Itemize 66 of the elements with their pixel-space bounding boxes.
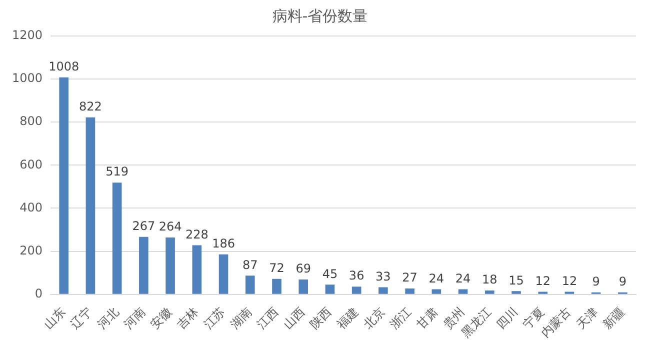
y-tick-label: 1200 xyxy=(12,28,43,42)
x-tick-label: 福建 xyxy=(334,304,361,332)
bar xyxy=(432,289,442,294)
data-label: 9 xyxy=(592,274,600,289)
bar xyxy=(405,288,414,294)
y-tick-label: 800 xyxy=(20,114,43,128)
data-label: 69 xyxy=(296,262,311,276)
data-label: 24 xyxy=(455,271,471,286)
x-tick-label: 北京 xyxy=(360,304,388,332)
bar xyxy=(112,182,122,294)
bar xyxy=(166,238,175,294)
y-tick-label: 600 xyxy=(20,157,43,172)
data-label: 9 xyxy=(618,274,627,289)
x-tick-label: 湖南 xyxy=(228,304,254,332)
x-tick-label: 辽宁 xyxy=(68,304,95,332)
data-label: 87 xyxy=(242,258,258,272)
x-tick-label: 新疆 xyxy=(600,304,628,332)
x-tick-label: 河北 xyxy=(94,304,122,332)
bar xyxy=(59,77,68,294)
x-tick-label: 河南 xyxy=(121,304,148,332)
data-label: 45 xyxy=(322,266,338,281)
bar xyxy=(378,287,388,294)
bar xyxy=(192,245,202,294)
bar xyxy=(218,254,228,294)
data-label: 24 xyxy=(428,271,444,286)
bar xyxy=(86,117,96,294)
data-label: 33 xyxy=(376,269,391,284)
x-tick-label: 浙江 xyxy=(387,304,414,332)
x-tick-label: 江苏 xyxy=(200,304,228,332)
y-tick-label: 0 xyxy=(34,286,43,300)
data-label: 519 xyxy=(106,164,129,179)
data-label: 12 xyxy=(535,274,550,288)
data-label: 27 xyxy=(402,270,418,285)
x-tick-label: 四川 xyxy=(494,304,521,332)
data-label: 18 xyxy=(482,272,498,287)
x-tick-label: 山东 xyxy=(41,304,68,332)
bar xyxy=(272,278,282,294)
x-tick-label: 天津 xyxy=(574,304,600,332)
x-tick-label: 山西 xyxy=(280,304,308,332)
chart-title: 病料-省份数量 xyxy=(272,6,368,25)
x-tick-label: 江西 xyxy=(254,304,282,332)
bar xyxy=(512,291,521,294)
data-label: 15 xyxy=(508,273,524,288)
y-tick-label: 400 xyxy=(20,200,43,214)
data-label: 228 xyxy=(185,227,208,242)
data-label: 36 xyxy=(348,268,364,283)
data-label: 267 xyxy=(132,219,156,233)
y-tick-label: 200 xyxy=(20,243,43,258)
bar xyxy=(458,289,468,294)
data-label: 72 xyxy=(269,260,284,275)
data-label: 186 xyxy=(212,236,235,250)
bar xyxy=(139,236,148,294)
bar xyxy=(325,284,335,294)
bar xyxy=(245,276,255,294)
x-tick-label: 吉林 xyxy=(174,304,202,332)
bar xyxy=(352,286,362,294)
y-tick-label: 1000 xyxy=(12,71,43,86)
bar xyxy=(298,280,308,294)
data-label: 1008 xyxy=(48,59,80,74)
data-label: 12 xyxy=(562,274,578,288)
data-label: 822 xyxy=(79,100,102,114)
x-tick-label: 甘肃 xyxy=(414,304,441,332)
data-label: 264 xyxy=(158,220,182,234)
bar xyxy=(484,290,494,294)
x-tick-label: 安徽 xyxy=(148,304,175,332)
x-tick-label: 陕西 xyxy=(307,304,334,332)
